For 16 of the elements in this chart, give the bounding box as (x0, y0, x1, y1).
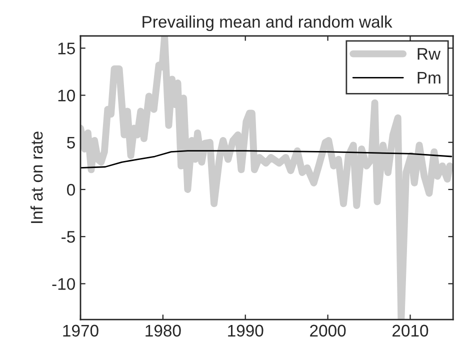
y-tick-label: -10 (52, 278, 75, 290)
y-axis-title: Inf at on rate (30, 132, 43, 223)
x-tick-label: 1980 (146, 324, 181, 337)
line-series (80, 150, 452, 169)
chart-title: Prevailing mean and random walk (142, 15, 392, 32)
y-tick-label: 10 (58, 90, 75, 102)
y-tick-label: 15 (58, 42, 75, 54)
y-tick-label: -5 (62, 231, 75, 243)
x-tick-label: 1990 (228, 324, 264, 337)
x-tick-label: 1970 (63, 324, 98, 337)
x-tick-label: 2000 (310, 324, 346, 337)
legend-label: Pm (418, 72, 440, 84)
y-tick-label: 0 (67, 184, 75, 196)
legend-label: Rw (418, 48, 441, 60)
y-tick-label: 5 (67, 136, 75, 149)
x-tick-label: 2010 (392, 324, 428, 337)
